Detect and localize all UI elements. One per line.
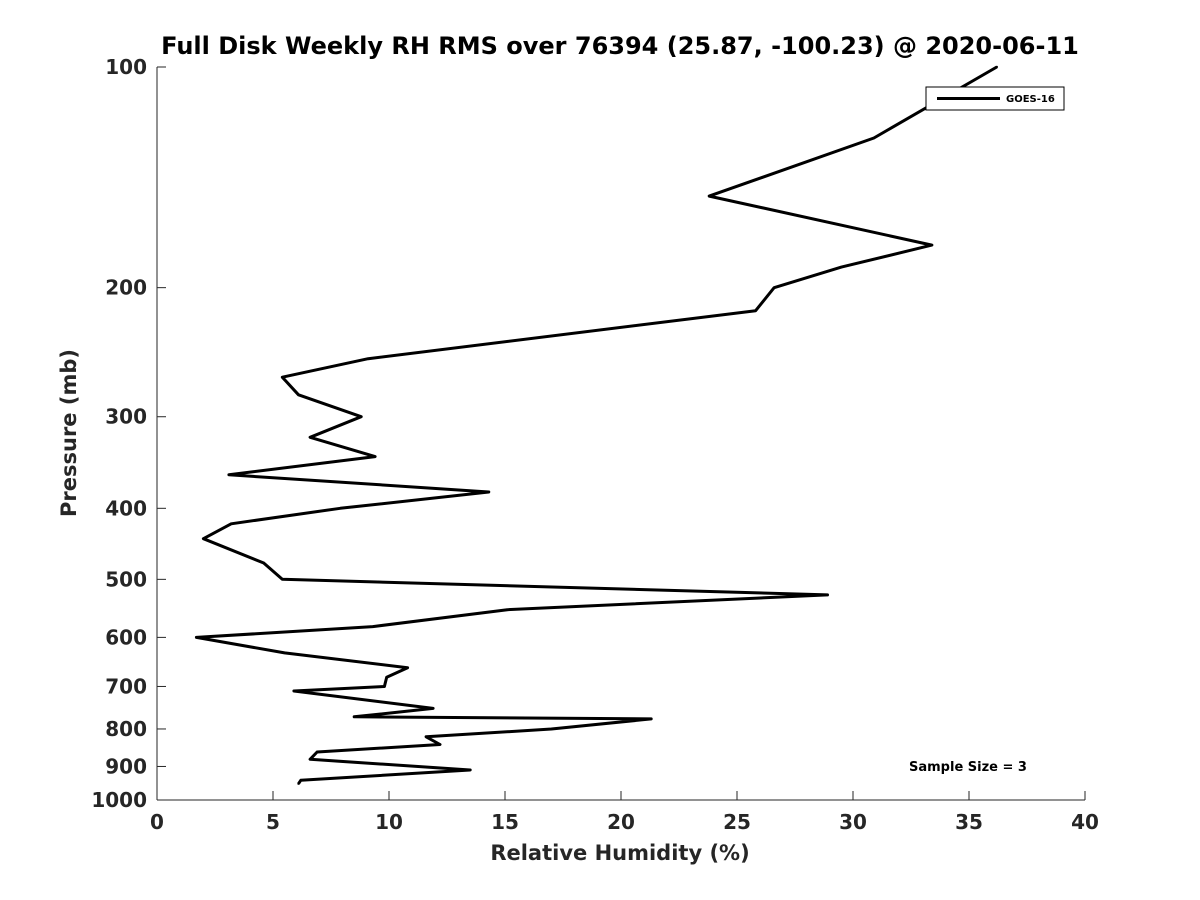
x-tick-label: 5 bbox=[266, 810, 280, 834]
series-line-goes-16 bbox=[194, 65, 998, 785]
data-point bbox=[995, 65, 998, 69]
data-point bbox=[308, 758, 312, 761]
y-tick-label: 700 bbox=[105, 674, 147, 698]
x-tick-label: 0 bbox=[150, 810, 164, 834]
data-point bbox=[550, 727, 553, 731]
data-point bbox=[202, 537, 205, 540]
data-point bbox=[650, 717, 653, 721]
y-tick-label: 600 bbox=[105, 625, 147, 649]
data-point bbox=[383, 685, 386, 688]
data-point bbox=[360, 415, 363, 418]
y-axis-label: Pressure (mb) bbox=[57, 349, 81, 517]
chart-title: Full Disk Weekly RH RMS over 76394 (25.8… bbox=[161, 32, 1079, 60]
data-point bbox=[227, 473, 231, 476]
data-point bbox=[872, 136, 876, 140]
data-point bbox=[281, 376, 284, 379]
data-point bbox=[385, 676, 388, 679]
data-point bbox=[406, 666, 409, 669]
data-point bbox=[308, 436, 312, 439]
x-axis-label: Relative Humidity (%) bbox=[490, 841, 749, 865]
sample-size-annotation: Sample Size = 3 bbox=[909, 760, 1027, 775]
legend-label: GOES-16 bbox=[1006, 94, 1055, 105]
plot-area: 0 5 10 15 20 25 30 35 40 100 200 300 400 500 600 700 800… bbox=[91, 55, 1099, 834]
data-point bbox=[366, 357, 370, 360]
data-point bbox=[339, 507, 342, 510]
y-tick-label: 100 bbox=[105, 55, 147, 79]
data-point bbox=[469, 768, 472, 772]
data-point bbox=[262, 561, 265, 565]
y-tick-label: 800 bbox=[105, 717, 147, 741]
x-tick-label: 25 bbox=[723, 810, 751, 834]
data-point bbox=[297, 782, 300, 785]
data-point bbox=[826, 593, 829, 597]
y-tick-label: 300 bbox=[105, 405, 147, 429]
data-point bbox=[754, 309, 757, 312]
data-point bbox=[299, 779, 302, 782]
data-point bbox=[772, 286, 776, 289]
data-point bbox=[195, 636, 198, 639]
x-tick-label: 35 bbox=[955, 810, 983, 834]
data-point bbox=[230, 522, 233, 525]
data-point bbox=[431, 707, 435, 710]
x-tick-label: 40 bbox=[1071, 810, 1099, 834]
x-tick-label: 15 bbox=[491, 810, 519, 834]
data-point bbox=[353, 715, 356, 718]
data-point bbox=[840, 265, 843, 269]
y-tick-label: 1000 bbox=[91, 788, 147, 812]
data-point bbox=[292, 689, 296, 693]
data-point bbox=[487, 490, 490, 494]
data-point bbox=[283, 651, 286, 655]
data-point bbox=[371, 625, 374, 628]
data-point bbox=[930, 243, 934, 247]
data-point bbox=[281, 578, 284, 581]
y-tick-label: 200 bbox=[105, 276, 147, 300]
x-tick-label: 30 bbox=[839, 810, 867, 834]
data-point bbox=[438, 743, 442, 746]
data-point bbox=[708, 194, 711, 198]
y-tick-label: 400 bbox=[105, 496, 147, 520]
data-point bbox=[315, 750, 319, 754]
y-tick-label: 500 bbox=[105, 567, 147, 591]
data-point bbox=[297, 393, 300, 396]
data-point bbox=[424, 735, 428, 738]
y-tick-label: 900 bbox=[105, 754, 147, 778]
x-tick-label: 10 bbox=[375, 810, 403, 834]
data-point bbox=[506, 608, 509, 611]
legend: GOES-16 bbox=[925, 86, 1065, 111]
x-tick-label: 20 bbox=[607, 810, 635, 834]
data-point bbox=[373, 455, 377, 458]
